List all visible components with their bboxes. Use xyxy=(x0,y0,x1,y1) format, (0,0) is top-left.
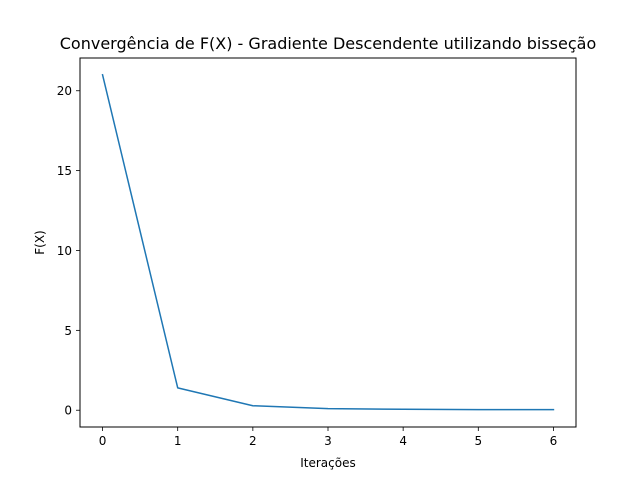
y-tick-label: 0 xyxy=(64,404,72,418)
x-tick-label: 1 xyxy=(174,434,182,448)
y-tick-label: 10 xyxy=(57,244,72,258)
x-tick-label: 3 xyxy=(324,434,332,448)
y-tick-label: 5 xyxy=(64,324,72,338)
x-tick-label: 2 xyxy=(249,434,257,448)
x-tick-label: 0 xyxy=(99,434,107,448)
x-tick-label: 5 xyxy=(474,434,482,448)
y-tick-label: 20 xyxy=(57,84,72,98)
x-tick-label: 6 xyxy=(550,434,558,448)
x-tick-label: 4 xyxy=(399,434,407,448)
y-axis-label: F(X) xyxy=(33,230,47,255)
x-axis-label: Iterações xyxy=(300,456,356,470)
chart-title: Convergência de F(X) - Gradiente Descend… xyxy=(60,34,597,53)
y-tick-label: 15 xyxy=(57,164,72,178)
